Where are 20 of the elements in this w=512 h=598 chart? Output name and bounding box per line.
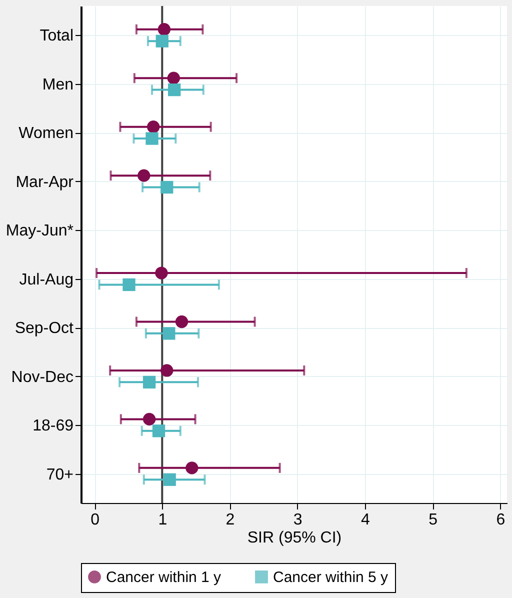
y-tick-label: May-Jun* <box>6 222 74 240</box>
y-tick-label: Jul-Aug <box>19 271 74 288</box>
legend-label: Cancer within 1 y <box>106 568 222 586</box>
x-tick-label: 6 <box>496 512 506 528</box>
x-tick-label: 4 <box>361 512 370 528</box>
x-tick-label: 0 <box>90 512 100 528</box>
y-tick-label: 70+ <box>46 466 74 484</box>
legend-label: Cancer within 5 y <box>273 568 389 586</box>
y-tick-label: Sep-Oct <box>14 320 74 338</box>
x-tick-label: 3 <box>293 512 302 528</box>
x-tick-label: 5 <box>428 512 438 528</box>
x-axis-title: SIR (95% CI) <box>247 530 342 546</box>
x-tick-label: 2 <box>226 512 235 528</box>
y-tick-label: Nov-Dec <box>11 368 74 386</box>
x-tick-label: 1 <box>158 512 168 528</box>
y-tick-label: Men <box>42 76 74 94</box>
y-tick-label: 18-69 <box>32 418 74 435</box>
y-tick-label: Total <box>40 28 74 45</box>
y-tick-label: Mar-Apr <box>16 174 74 191</box>
y-tick-label: Women <box>18 125 74 142</box>
